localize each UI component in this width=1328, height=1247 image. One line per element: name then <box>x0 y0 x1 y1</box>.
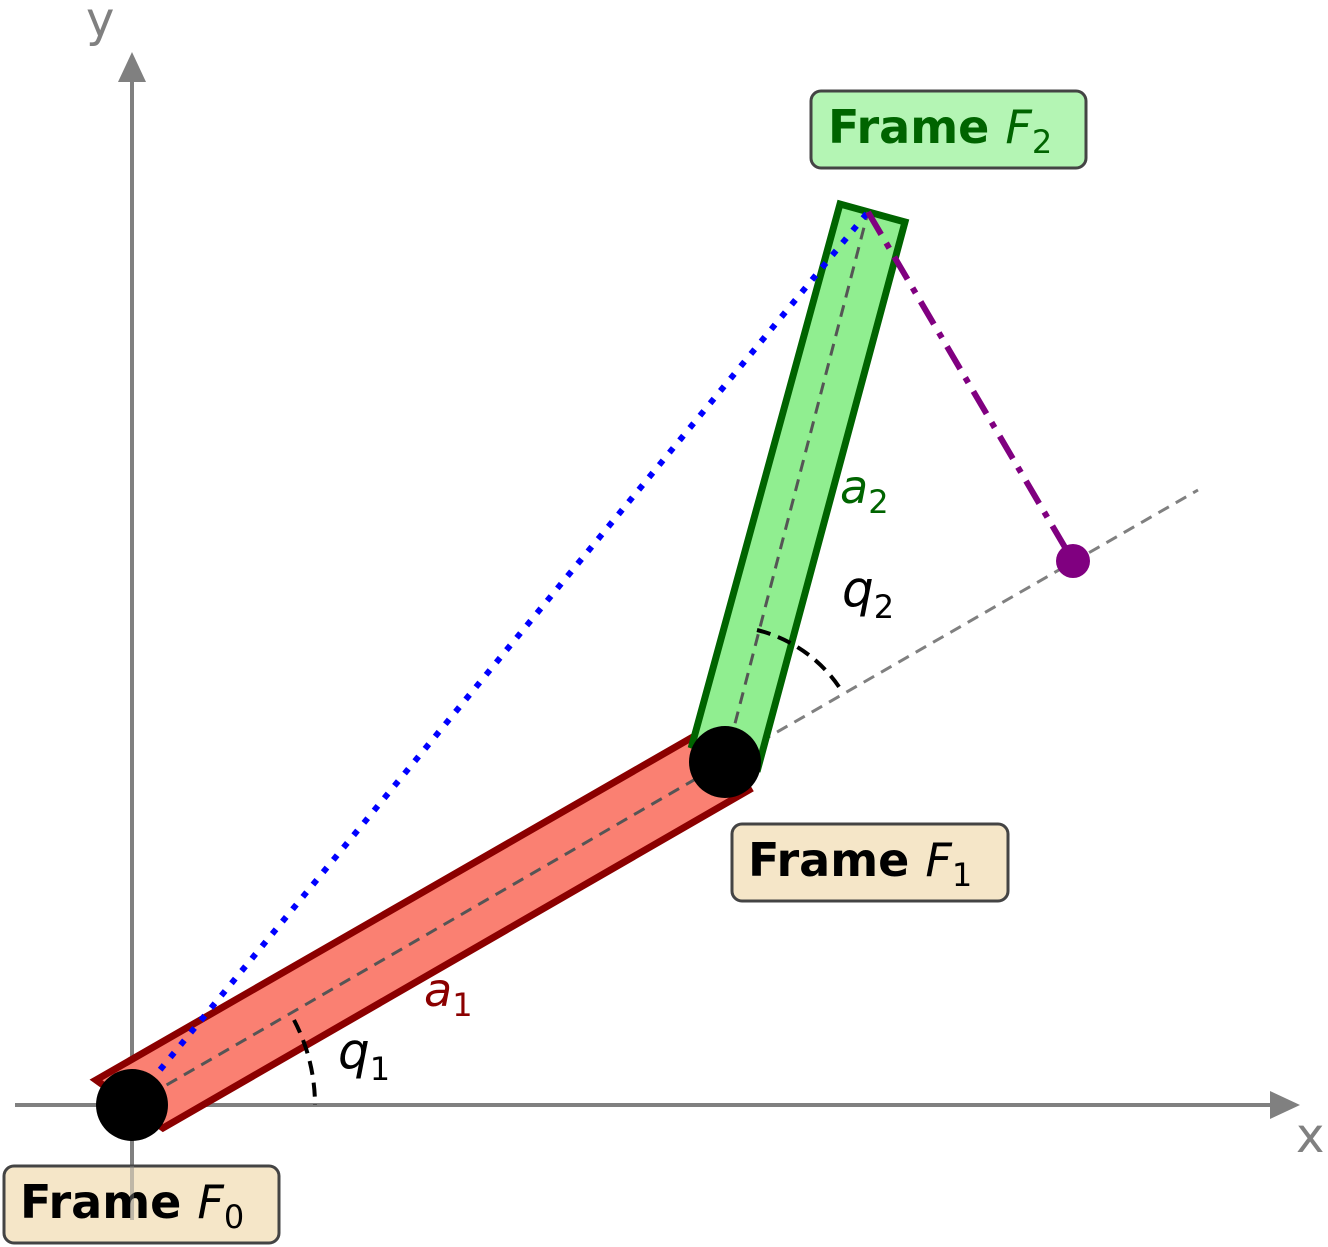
projection-line <box>865 210 1076 563</box>
base-joint <box>96 1069 168 1141</box>
frame1-prefix: Frame <box>748 833 925 887</box>
link1-extension-line <box>724 488 1199 764</box>
q1-label: q1 <box>338 1022 390 1088</box>
q2-angle-arc <box>756 628 845 695</box>
svg-text:Frame F1: Frame F1 <box>748 833 972 894</box>
frame1-box: Frame F1 <box>730 822 1010 903</box>
frame0-prefix: Frame <box>20 1175 197 1229</box>
axes: x y <box>15 0 1324 1220</box>
q1-angle-arc <box>292 1019 317 1106</box>
frame2-prefix: Frame <box>828 100 1005 154</box>
projection-point <box>1056 544 1090 578</box>
frame2-box: Frame F2 <box>809 89 1088 170</box>
link2-centerline <box>723 211 870 763</box>
frame0-box: Frame F0 <box>2 1164 281 1245</box>
link1-label: a1 <box>424 963 473 1024</box>
link1-bar <box>89 721 754 1133</box>
svg-text:Frame F0: Frame F0 <box>20 1175 244 1236</box>
y-axis-label: y <box>86 0 114 48</box>
elbow-joint <box>689 726 761 798</box>
reach-line <box>147 210 871 1084</box>
y-axis-arrow <box>118 52 146 82</box>
q2-label: q2 <box>842 560 894 626</box>
link2-label: a2 <box>840 460 889 521</box>
x-axis-arrow <box>1270 1091 1300 1119</box>
x-axis-label: x <box>1296 1108 1324 1164</box>
svg-text:Frame F2: Frame F2 <box>828 100 1052 161</box>
link1-centerline <box>131 760 726 1107</box>
